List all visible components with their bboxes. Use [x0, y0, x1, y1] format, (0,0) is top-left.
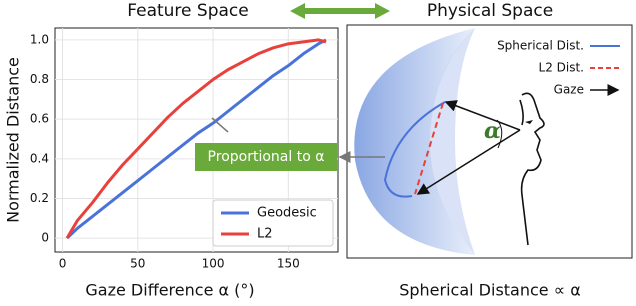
y-tick-label: 1.0	[30, 32, 49, 46]
x-tick-label: 0	[59, 257, 67, 271]
legend-label: L2	[257, 227, 273, 242]
y-tick-label: 0.6	[30, 112, 49, 126]
sphere-edge	[430, 28, 475, 255]
x-tick-label: 50	[130, 257, 145, 271]
x-tick-label: 150	[277, 257, 300, 271]
header-right: Physical Space	[427, 1, 553, 21]
legend-label: Geodesic	[257, 206, 317, 221]
y-axis-label: Normalized Distance	[4, 57, 23, 223]
spherical-dist	[383, 101, 446, 198]
annotation-box	[195, 143, 337, 171]
y-tick-label: 0.4	[30, 151, 49, 165]
series-line	[65, 38, 327, 239]
legend-label: Spherical Dist.	[497, 39, 584, 53]
angle-arc	[496, 119, 503, 149]
legend-label: L2 Dist.	[539, 61, 584, 75]
gaze-2	[416, 129, 521, 195]
l2-dist	[414, 102, 444, 195]
header-left: Feature Space	[127, 1, 248, 21]
legend-label: Gaze	[554, 83, 584, 97]
y-tick-label: 0	[41, 231, 49, 245]
series-line	[66, 38, 327, 240]
x-axis-label: Gaze Difference α (°)	[85, 281, 254, 300]
sphere	[354, 28, 475, 255]
pointer	[211, 117, 229, 133]
plot-frame	[54, 27, 339, 253]
y-tick-label: 0.2	[30, 191, 49, 205]
plot: 0 0.2 0.4 0.6 0.8 1.0 0 50 100 150 Geodesic L2	[30, 28, 338, 271]
x-tick-label: 100	[202, 257, 225, 271]
link-arrow	[290, 3, 390, 19]
eye	[525, 120, 533, 124]
gaze-1	[444, 100, 521, 131]
angle-label: α	[484, 118, 501, 144]
diagram-title: Spherical Distance ∝ α	[399, 281, 581, 300]
y-tick-label: 0.8	[30, 72, 49, 86]
diagram-frame	[346, 24, 633, 259]
face	[519, 92, 545, 246]
annotation: Proportional to α	[208, 149, 325, 165]
